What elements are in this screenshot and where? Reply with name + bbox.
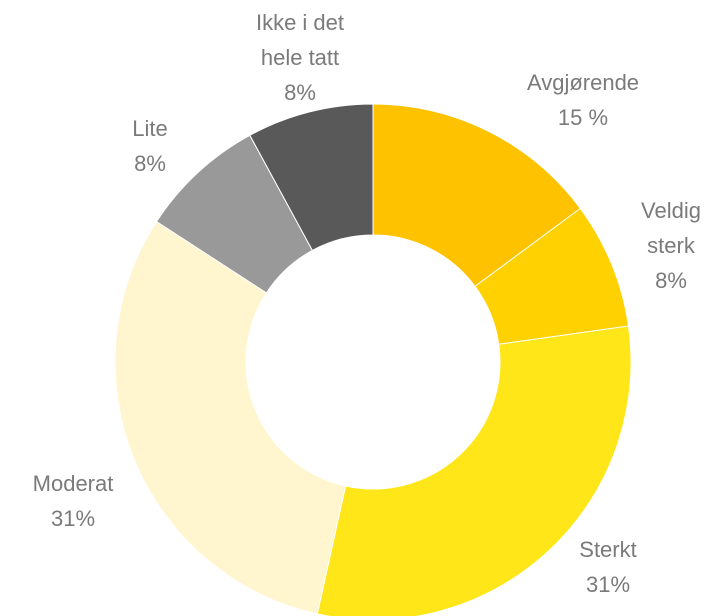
donut-slice bbox=[372, 103, 582, 288]
donut-slice bbox=[316, 325, 632, 616]
slice-label: Sterkt bbox=[579, 537, 636, 562]
slice-value-label: 8% bbox=[655, 268, 687, 293]
slice-value-label: 31% bbox=[51, 506, 95, 531]
slice-label: Ikke i det hele tatt bbox=[256, 10, 344, 70]
donut-slice bbox=[249, 103, 374, 252]
slice-label: Avgjørende bbox=[527, 70, 639, 95]
slice-value-label: 15 % bbox=[558, 105, 608, 130]
slice-value-label: 8% bbox=[134, 151, 166, 176]
slice-value-label: 31% bbox=[586, 572, 630, 597]
slice-label: Moderat bbox=[33, 471, 114, 496]
slice-value-label: 8% bbox=[284, 80, 316, 105]
slice-label: Veldig sterk bbox=[641, 198, 701, 258]
slice-label: Lite bbox=[132, 116, 167, 141]
donut-slice bbox=[114, 220, 347, 615]
